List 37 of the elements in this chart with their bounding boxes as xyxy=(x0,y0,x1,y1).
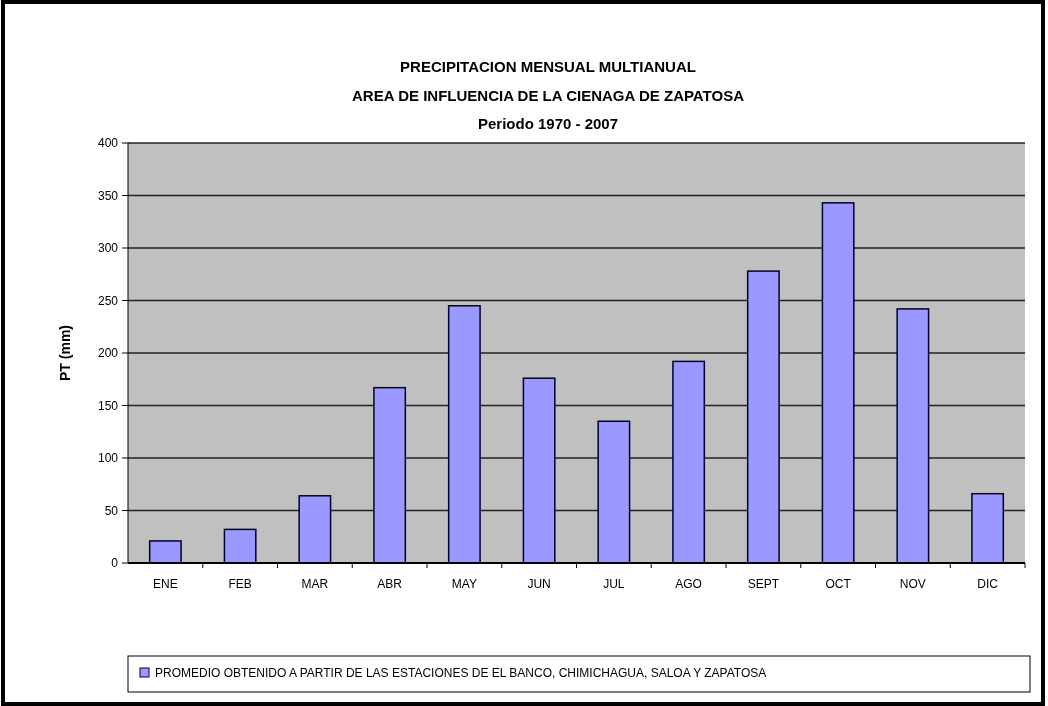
y-tick-label: 350 xyxy=(97,188,119,203)
bar xyxy=(971,492,1005,564)
y-tick-label: 250 xyxy=(97,293,119,308)
y-axis-title: PT (mm) xyxy=(57,325,73,381)
x-tick-label: SEPT xyxy=(747,577,780,591)
y-tick-label: 300 xyxy=(97,241,119,256)
x-tick-label: DIC xyxy=(977,577,999,591)
y-tick-label: 50 xyxy=(104,503,119,518)
y-tick-label: 400 xyxy=(97,136,119,151)
bar xyxy=(522,377,556,564)
x-tick-label: ABR xyxy=(377,577,403,591)
chart-subtitle: AREA DE INFLUENCIA DE LA CIENAGA DE ZAPATOSA Periodo 1970 - 2007 xyxy=(352,87,745,132)
y-tick-label: 150 xyxy=(97,398,119,413)
bar xyxy=(896,308,930,564)
x-tick-label: AGO xyxy=(675,577,702,591)
bar xyxy=(672,360,706,564)
bar xyxy=(148,540,182,564)
bar xyxy=(447,305,481,564)
x-tick-label: ENE xyxy=(153,577,178,591)
bar xyxy=(223,528,257,564)
x-tick-label: NOV xyxy=(899,577,926,591)
x-tick-label: OCT xyxy=(825,577,852,591)
y-tick-label: 200 xyxy=(97,346,119,361)
bar xyxy=(597,420,631,564)
x-tick-label: MAR xyxy=(301,577,329,591)
x-tick-label: FEB xyxy=(228,577,252,591)
x-tick-label: JUL xyxy=(603,577,625,591)
bar xyxy=(373,386,407,564)
y-tick-label: 0 xyxy=(111,556,119,571)
bar xyxy=(298,495,332,564)
y-tick-label: 100 xyxy=(97,451,119,466)
x-tick-label: MAY xyxy=(451,577,477,591)
chart-title: PRECIPITACION MENSUAL MULTIANUAL xyxy=(400,58,696,75)
legend-label: PROMEDIO OBTENIDO A PARTIR DE LAS ESTACIONES DE EL BANCO, CHIMICHAGUA, SALOA Y ZAPATOSA xyxy=(155,666,767,680)
bar xyxy=(821,202,855,564)
x-tick-label: JUN xyxy=(527,577,551,591)
bar xyxy=(746,270,780,564)
